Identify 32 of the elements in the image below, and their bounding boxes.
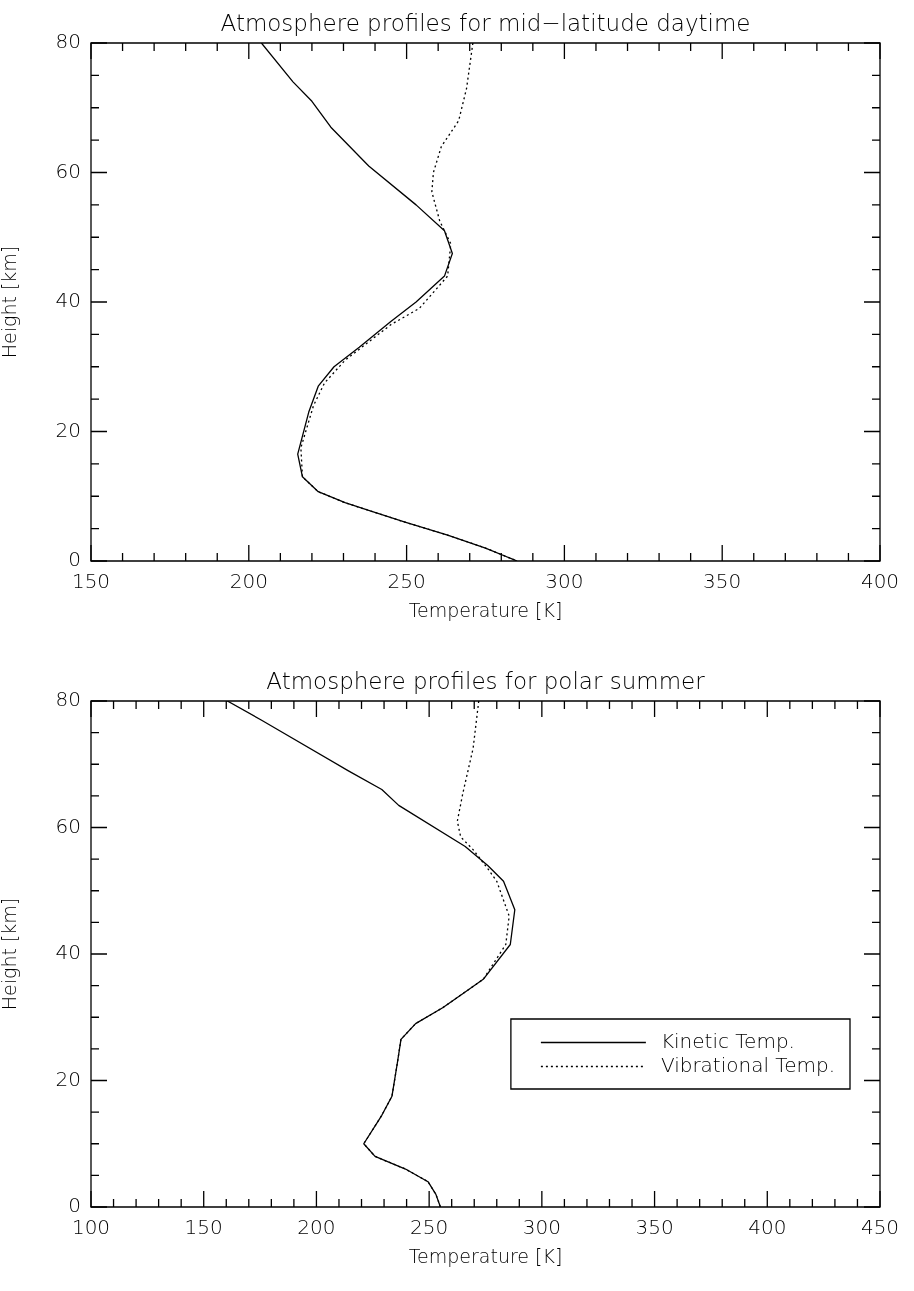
x-tick-label: 350 <box>635 1215 674 1240</box>
y-tick-label: 80 <box>55 687 81 712</box>
x-tick-label: 150 <box>184 1215 223 1240</box>
y-tick-label: 0 <box>68 547 81 572</box>
x-tick-label: 300 <box>522 1215 561 1240</box>
y-tick-label: 60 <box>55 813 81 838</box>
y-tick-label: 40 <box>55 288 81 313</box>
x-axis-title: Temperature [K] <box>408 1244 563 1267</box>
y-tick-label: 80 <box>55 29 81 54</box>
y-tick-label: 20 <box>55 1066 81 1091</box>
text: Kinetic Temp. <box>660 1028 795 1053</box>
y-tick-label: 60 <box>55 158 81 183</box>
y-tick-label: 0 <box>68 1193 81 1218</box>
x-axis-title: Temperature [K] <box>408 598 563 621</box>
x-tick-label: 400 <box>748 1215 787 1240</box>
x-tick-label: 100 <box>71 1215 111 1240</box>
x-tick-label: 250 <box>387 569 426 594</box>
y-axis-title: Height [km] <box>0 245 21 359</box>
y-axis-title: Height [km] <box>0 897 21 1011</box>
x-tick-label: 200 <box>297 1215 336 1240</box>
text: Vibrational Temp. <box>660 1052 836 1077</box>
y-tick-label: 20 <box>55 417 81 442</box>
x-tick-label: 400 <box>860 569 900 594</box>
chart-title: Atmosphere profiles for mid−latitude daytime <box>220 10 751 37</box>
y-tick-label: 40 <box>55 940 81 965</box>
chart-title: Atmosphere profiles for polar summer <box>266 668 706 695</box>
x-tick-label: 450 <box>860 1215 900 1240</box>
x-tick-label: 150 <box>71 569 111 594</box>
x-tick-label: 200 <box>229 569 268 594</box>
x-tick-label: 350 <box>703 569 742 594</box>
x-tick-label: 300 <box>545 569 584 594</box>
x-tick-label: 250 <box>410 1215 449 1240</box>
